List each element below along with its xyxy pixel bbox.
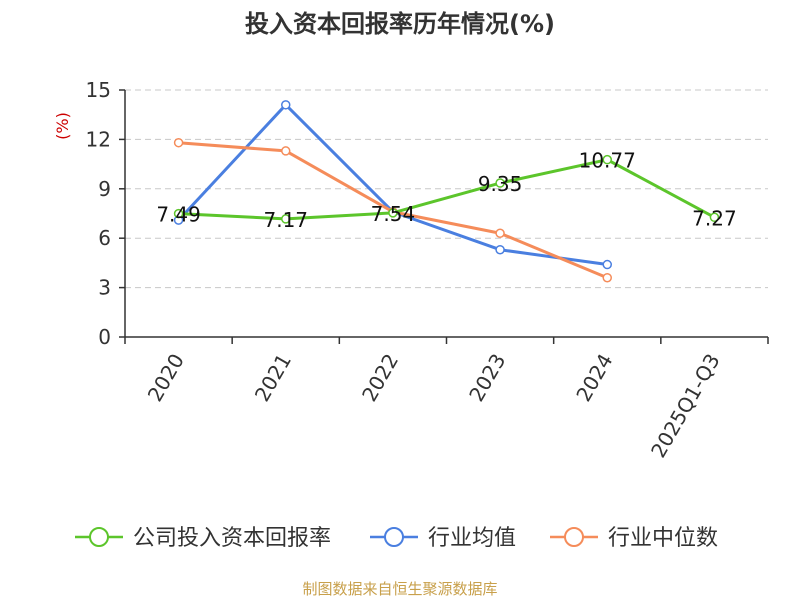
- data-point: [173, 137, 184, 148]
- data-label: 7.49: [156, 203, 201, 227]
- data-point: [495, 228, 505, 239]
- chart-title: 投入资本回报率历年情况(%): [245, 10, 555, 38]
- data-label: 7.27: [692, 206, 737, 230]
- x-tick-label: 2021: [250, 350, 296, 406]
- series-line: [178, 158, 716, 221]
- data-point: [173, 208, 184, 219]
- x-tick-label: 2024: [571, 350, 617, 406]
- data-point: [602, 272, 612, 283]
- y-tick-label: 9: [98, 177, 111, 201]
- legend-label: 行业均值: [428, 526, 516, 551]
- data-point: [281, 146, 291, 156]
- y-tick-label: 6: [98, 226, 111, 250]
- y-tick-label: 3: [98, 276, 111, 300]
- y-tick-label: 12: [86, 127, 111, 151]
- source-note: 制图数据来自恒生聚源数据库: [302, 580, 497, 598]
- data-label: 7.17: [263, 208, 308, 232]
- grid: [125, 89, 768, 289]
- data-labels: 7.49 7.17 7.54 9.35 10.77 7.27: [156, 149, 736, 232]
- legend[interactable]: 公司投入资本回报率 行业均值 行业中位数: [75, 526, 718, 551]
- series-line: [177, 103, 608, 267]
- x-tick-label: 2020: [143, 350, 189, 406]
- data-point: [281, 214, 291, 224]
- data-point: [495, 178, 505, 188]
- axes: 0 3 6 9 12 15 2020 2021 2022 2023 2024 2025Q1-Q3: [86, 78, 769, 462]
- data-point: [709, 212, 720, 223]
- legend-marker: [384, 527, 404, 547]
- data-label: 10.77: [579, 149, 636, 173]
- legend-label: 公司投入资本回报率: [133, 526, 331, 551]
- y-tick-label: 15: [86, 78, 111, 102]
- y-tick-label: 0: [98, 325, 111, 349]
- y-axis-label: (%): [53, 112, 72, 140]
- data-label: 7.54: [371, 202, 416, 226]
- data-point: [388, 208, 398, 218]
- series-layer: [173, 100, 720, 283]
- legend-marker: [89, 527, 109, 547]
- x-tick-label: 2022: [357, 350, 403, 406]
- data-point: [602, 259, 612, 270]
- data-label: 9.35: [478, 172, 523, 196]
- x-tick-label: 2025Q1-Q3: [646, 350, 725, 462]
- legend-marker: [564, 527, 584, 547]
- data-point: [281, 100, 291, 110]
- data-point: [495, 244, 505, 255]
- data-point: [602, 154, 612, 165]
- legend-label: 行业中位数: [608, 526, 718, 551]
- x-tick-label: 2023: [464, 350, 510, 406]
